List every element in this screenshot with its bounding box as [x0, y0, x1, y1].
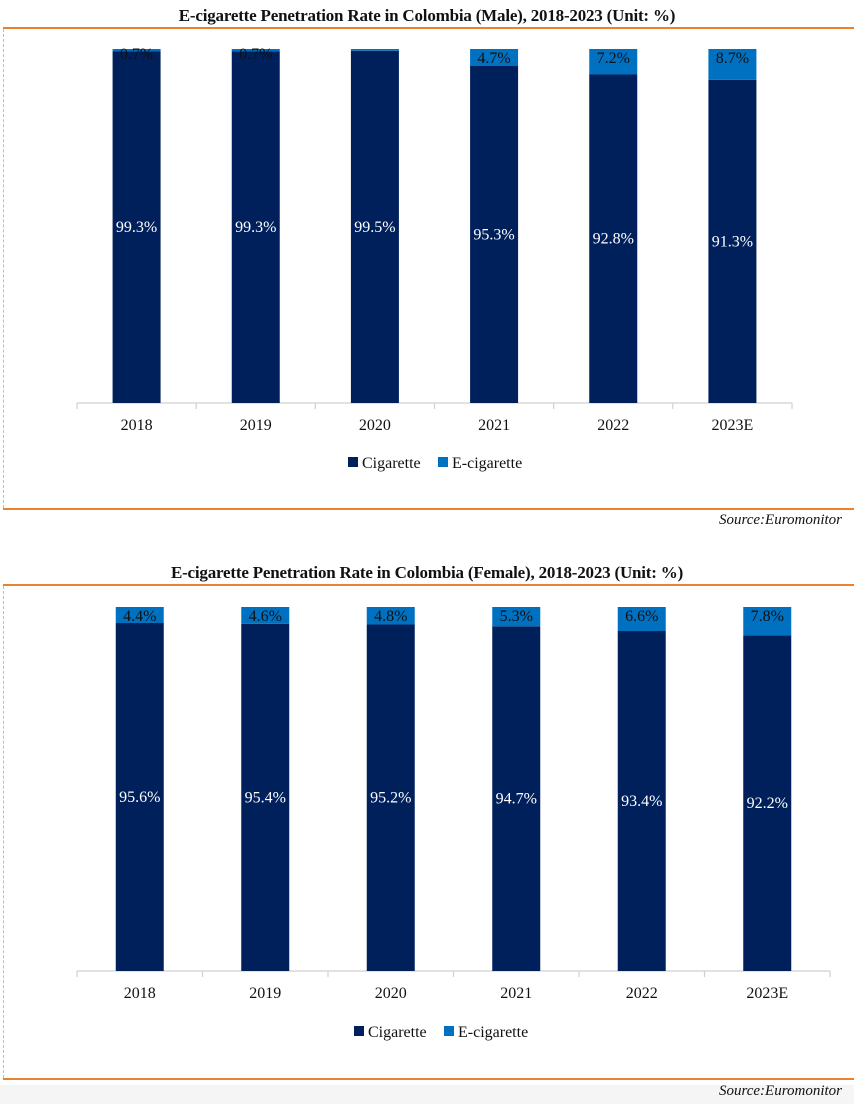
top-rule-female: [3, 584, 854, 586]
x-tick-label-2019: 2019: [249, 985, 281, 1002]
bar-cigarette-2023E: [708, 79, 757, 403]
legend-swatch-e-cigarette: [438, 457, 448, 467]
legend-swatch-cigarette: [348, 457, 358, 467]
x-tick-label-2019: 2019: [240, 417, 272, 434]
bar-cigarette-2019: [231, 51, 280, 404]
bottom-rule-male: [3, 508, 854, 510]
frame-left-female: [3, 586, 4, 1078]
data-label-cigarette-2019: 95.4%: [245, 789, 286, 806]
x-tick-label-2018: 2018: [121, 417, 153, 434]
data-label-cigarette-2023E: 92.2%: [747, 795, 788, 812]
bar-e-cigarette-2020: [366, 607, 415, 625]
legend-swatch-e-cigarette: [444, 1026, 454, 1036]
bar-cigarette-2021: [492, 626, 541, 971]
bar-cigarette-2022: [589, 74, 638, 403]
data-label-cigarette-2018: 95.6%: [119, 789, 160, 806]
data-label-e-cigarette-2018: 0.7%: [120, 46, 153, 63]
bar-e-cigarette-2018: [115, 607, 164, 624]
x-tick-label-2020: 2020: [359, 417, 391, 434]
bar-e-cigarette-2022: [589, 49, 638, 75]
chart-male: 99.3% 0.7% 2018 99.3% 0.7% 2019 99.5% 2020 95.3%…: [76, 46, 793, 472]
data-label-e-cigarette-2023E: 7.8%: [751, 608, 784, 625]
source-note-male: Source:Euromonitor: [718, 512, 842, 528]
chart-title-male: E-cigarette Penetration Rate in Colombia…: [178, 6, 676, 25]
bar-e-cigarette-2023E: [708, 49, 757, 80]
footer-band: [0, 1085, 854, 1104]
bar-e-cigarette-2020: [350, 49, 399, 51]
bar-e-cigarette-2018: [112, 49, 161, 52]
bar-cigarette-2018: [115, 623, 164, 971]
data-label-cigarette-2021: 94.7%: [496, 791, 537, 808]
x-tick-label-2023E: 2023E: [746, 985, 788, 1002]
data-label-e-cigarette-2019: 4.6%: [249, 608, 282, 625]
frame-left-male: [3, 29, 4, 508]
bar-cigarette-2020: [350, 50, 399, 404]
x-tick-label-2020: 2020: [375, 985, 407, 1002]
x-tick-label-2023E: 2023E: [712, 417, 754, 434]
bottom-rule-female: [3, 1078, 854, 1080]
data-label-cigarette-2022: 93.4%: [621, 793, 662, 810]
data-label-e-cigarette-2022: 6.6%: [625, 608, 658, 625]
bar-cigarette-2018: [112, 51, 161, 404]
x-tick-label-2021: 2021: [478, 417, 510, 434]
data-label-e-cigarette-2023E: 8.7%: [716, 50, 749, 67]
data-label-e-cigarette-2018: 4.4%: [123, 608, 156, 625]
data-label-cigarette-2018: 99.3%: [116, 219, 157, 236]
legend-label-cigarette: Cigarette: [362, 455, 421, 472]
bar-e-cigarette-2019: [241, 607, 290, 624]
data-label-e-cigarette-2021: 5.3%: [500, 608, 533, 625]
data-label-cigarette-2019: 99.3%: [235, 219, 276, 236]
bar-cigarette-2021: [470, 65, 519, 403]
x-tick-label-2022: 2022: [597, 417, 629, 434]
legend-label-cigarette: Cigarette: [368, 1024, 427, 1041]
bar-cigarette-2022: [617, 631, 666, 971]
data-label-cigarette-2021: 95.3%: [473, 226, 514, 243]
bar-e-cigarette-2019: [231, 49, 280, 52]
bar-cigarette-2023E: [743, 635, 792, 971]
x-tick-label-2018: 2018: [124, 985, 156, 1002]
data-label-e-cigarette-2021: 4.7%: [477, 50, 510, 67]
legend-label-e-cigarette: E-cigarette: [458, 1024, 528, 1041]
data-label-cigarette-2023E: 91.3%: [712, 233, 753, 250]
source-note-female: Source:Euromonitor: [718, 1083, 842, 1099]
legend-swatch-cigarette: [354, 1026, 364, 1036]
x-tick-label-2022: 2022: [626, 985, 658, 1002]
bar-e-cigarette-2021: [470, 49, 519, 66]
x-tick-label-2021: 2021: [500, 985, 532, 1002]
data-label-cigarette-2020: 95.2%: [370, 790, 411, 807]
bar-cigarette-2020: [366, 624, 415, 971]
legend-label-e-cigarette: E-cigarette: [452, 455, 522, 472]
top-rule-male: [3, 27, 854, 29]
bar-e-cigarette-2023E: [743, 607, 792, 636]
data-label-cigarette-2022: 92.8%: [593, 231, 634, 248]
data-label-e-cigarette-2019: 0.7%: [239, 46, 272, 63]
data-label-e-cigarette-2020: 4.8%: [374, 608, 407, 625]
data-label-cigarette-2020: 99.5%: [354, 219, 395, 236]
bar-e-cigarette-2021: [492, 607, 541, 627]
bar-e-cigarette-2022: [617, 607, 666, 632]
bar-cigarette-2019: [241, 623, 290, 971]
data-label-e-cigarette-2022: 7.2%: [597, 50, 630, 67]
chart-title-female: E-cigarette Penetration Rate in Colombia…: [170, 563, 684, 582]
